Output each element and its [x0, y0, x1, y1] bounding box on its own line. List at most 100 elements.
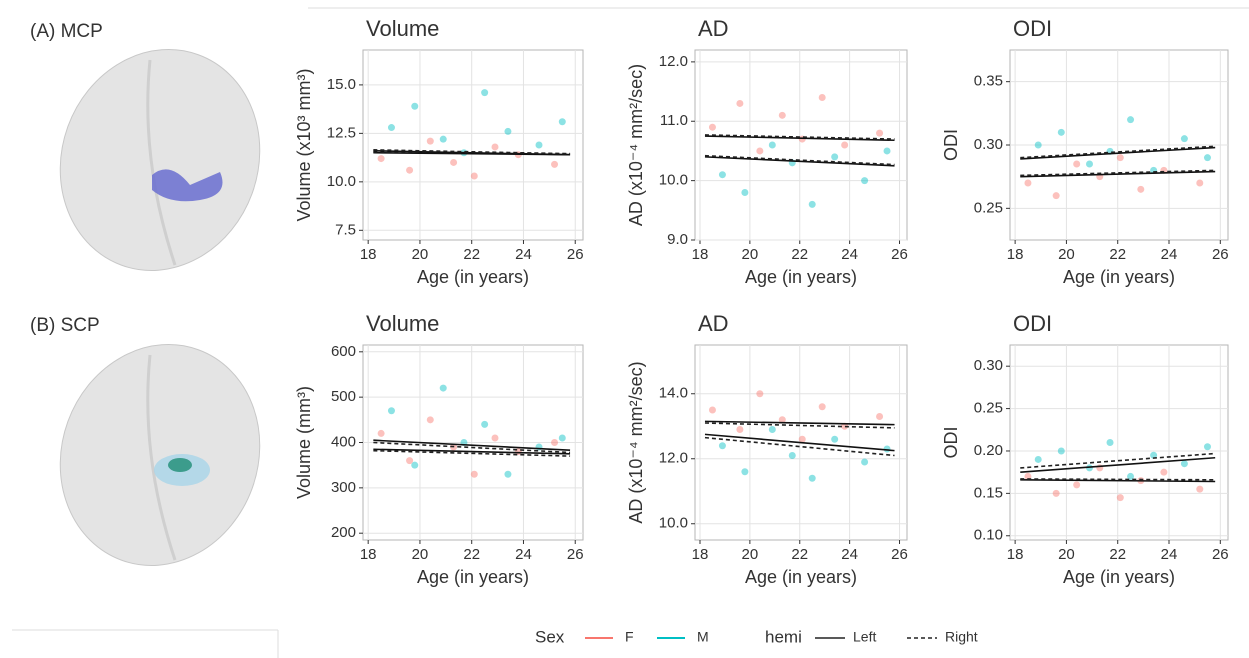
legend-title: Sex: [535, 627, 565, 646]
y-tick-label: 400: [331, 433, 356, 450]
chart-title: AD: [698, 16, 729, 41]
fit-line: [1020, 145, 1216, 159]
point: [808, 200, 816, 208]
x-tick-label: 20: [742, 546, 759, 563]
x-tick-label: 22: [791, 246, 808, 263]
y-tick-label: 10.0: [327, 173, 356, 190]
point: [861, 177, 869, 185]
panel-label: (A) MCP: [30, 21, 103, 42]
point: [439, 135, 447, 143]
y-tick-label: 15.0: [327, 76, 356, 93]
fit-line: [704, 156, 895, 167]
point: [481, 89, 489, 97]
point: [1116, 154, 1124, 162]
point: [808, 474, 816, 482]
x-tick-label: 24: [515, 246, 532, 263]
point: [1180, 460, 1188, 468]
point: [1024, 472, 1032, 480]
legend-label: Left: [853, 629, 876, 645]
y-tick-label: 0.15: [974, 484, 1003, 501]
point: [1196, 485, 1204, 493]
fit-line: [1020, 456, 1216, 473]
point: [426, 416, 434, 424]
point: [1150, 451, 1158, 459]
x-tick-label: 24: [841, 246, 858, 263]
x-tick-label: 26: [567, 546, 584, 563]
fit-line: [373, 441, 571, 454]
y-tick-label: 500: [331, 388, 356, 405]
fit-line: [1020, 169, 1216, 177]
x-tick-label: 22: [463, 546, 480, 563]
x-tick-label: 22: [463, 246, 480, 263]
y-axis-label: ODI: [941, 426, 961, 458]
point: [551, 439, 559, 446]
point: [470, 172, 478, 180]
point: [1106, 439, 1114, 446]
y-tick-label: 0.30: [974, 136, 1003, 153]
y-axis-label: Volume (mm³): [294, 386, 314, 499]
point: [558, 118, 566, 126]
fit-line: [704, 154, 895, 166]
fit-line: [704, 436, 895, 457]
fit-line: [373, 449, 571, 457]
x-tick-label: 20: [1058, 246, 1075, 263]
point: [778, 111, 786, 119]
point: [411, 461, 419, 469]
fit-line: [373, 149, 571, 155]
fit-line: [1020, 170, 1216, 178]
y-tick-label: 0.20: [974, 442, 1003, 459]
x-tick-label: 26: [1212, 246, 1229, 263]
x-tick-label: 26: [567, 246, 584, 263]
y-tick-label: 0.30: [974, 357, 1003, 374]
point: [768, 141, 776, 149]
point: [798, 435, 806, 443]
x-tick-label: 26: [891, 546, 908, 563]
x-axis-label: Age (in years): [417, 267, 529, 287]
point: [1034, 455, 1042, 463]
y-axis-label: ODI: [941, 129, 961, 161]
x-tick-label: 24: [841, 546, 858, 563]
x-axis-label: Age (in years): [1063, 267, 1175, 287]
x-tick-label: 20: [412, 246, 429, 263]
brain-illustration: [59, 344, 261, 566]
x-tick-label: 20: [742, 246, 759, 263]
point: [411, 102, 419, 110]
y-tick-label: 12.0: [659, 450, 688, 467]
x-tick-label: 18: [1007, 546, 1024, 563]
fit-line: [1020, 478, 1216, 481]
x-tick-label: 18: [1007, 246, 1024, 263]
point: [788, 452, 796, 459]
x-axis-label: Age (in years): [1063, 567, 1175, 587]
legend-title: hemi: [765, 627, 802, 646]
point: [1086, 160, 1094, 168]
point: [736, 426, 744, 433]
point: [387, 124, 395, 132]
point: [1073, 160, 1081, 168]
point: [491, 143, 499, 151]
legend-label: F: [625, 629, 634, 645]
point: [818, 403, 826, 411]
y-tick-label: 0.10: [974, 527, 1003, 544]
point: [841, 141, 849, 149]
chart-title: ODI: [1013, 16, 1052, 41]
y-tick-label: 10.0: [659, 515, 688, 532]
point: [876, 129, 884, 137]
point: [1127, 472, 1135, 480]
point: [708, 123, 716, 131]
plot-background: [694, 49, 908, 241]
point: [1137, 185, 1145, 193]
y-tick-label: 12.5: [327, 124, 356, 141]
point: [1116, 494, 1124, 502]
y-tick-label: 14.0: [659, 385, 688, 402]
point: [1127, 116, 1135, 124]
point: [1203, 443, 1211, 451]
y-tick-label: 300: [331, 479, 356, 496]
point: [535, 141, 543, 149]
x-tick-label: 18: [692, 546, 709, 563]
point: [756, 147, 764, 155]
fit-line: [373, 448, 571, 455]
chart-title: AD: [698, 311, 729, 336]
chart-title: Volume: [366, 16, 439, 41]
plot-background: [362, 49, 584, 241]
legend-label: M: [697, 629, 709, 645]
